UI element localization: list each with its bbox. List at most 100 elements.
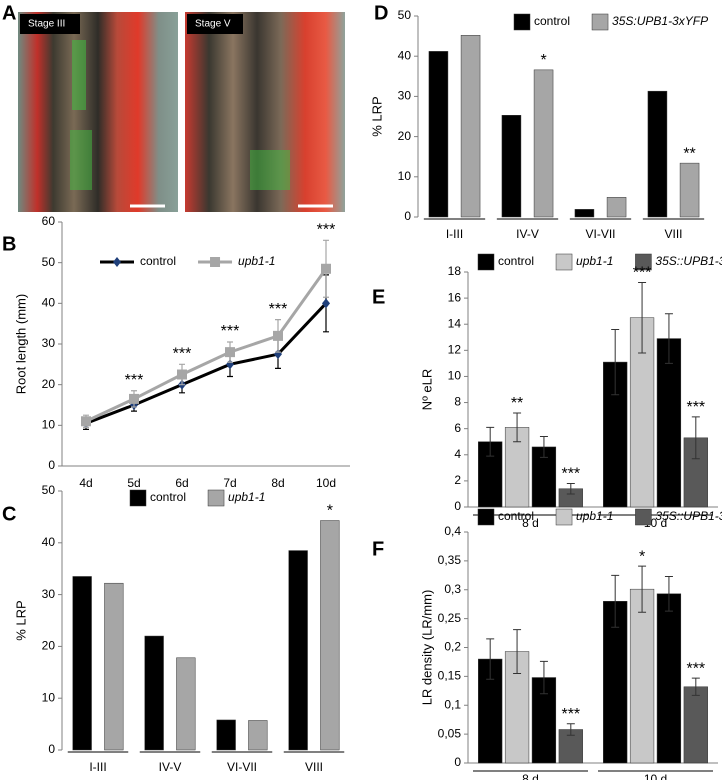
image-label: Stage V (195, 19, 231, 30)
x-tick-label: 8d (271, 476, 284, 490)
y-tick-label: 50 (42, 483, 56, 497)
legend-marker (210, 257, 221, 267)
x-tick-label: I-III (446, 227, 463, 241)
legend-swatch (635, 253, 652, 271)
error-bar (664, 313, 673, 364)
y-axis-label: LR density (LR/mm) (419, 590, 434, 706)
y-tick-label: 50 (42, 255, 56, 269)
bar (647, 90, 668, 218)
y-tick-label: 0 (48, 458, 55, 472)
y-tick-label: 12 (448, 343, 462, 357)
marker (177, 369, 187, 380)
y-tick-label: 2 (454, 473, 461, 487)
bar (176, 657, 196, 751)
legend-swatch (207, 489, 225, 507)
y-tick-label: 30 (42, 587, 56, 601)
error-bar (611, 328, 620, 396)
y-tick-label: 30 (398, 89, 412, 103)
x-tick-label: IV-V (516, 227, 539, 241)
gfp-signal (250, 150, 290, 190)
error-bar (513, 629, 522, 674)
legend-swatch (555, 253, 573, 271)
y-tick-label: 0,05 (438, 726, 462, 740)
error-bar (539, 436, 548, 458)
y-tick-label: 30 (42, 336, 56, 350)
y-tick-label: 60 (42, 214, 56, 228)
y-tick-label: 6 (454, 421, 461, 435)
legend-label: control (498, 254, 534, 268)
panel-letter: E (372, 286, 385, 308)
legend-label: control (140, 254, 176, 268)
x-tick-label: 10d (316, 476, 336, 490)
y-tick-label: 0 (454, 499, 461, 513)
legend-swatch (477, 253, 495, 271)
marker (321, 263, 331, 274)
marker (81, 416, 91, 427)
gfp-signal (70, 130, 92, 190)
panel-letter: D (374, 2, 388, 24)
y-tick-label: 20 (42, 377, 56, 391)
y-tick-label: 10 (448, 369, 462, 383)
panel-a: A Stage III Stage V (2, 2, 345, 212)
legend-swatch (513, 13, 531, 31)
legend-label: 35S::UPB1-3xYFP (655, 509, 722, 523)
significance: *** (317, 222, 336, 239)
y-tick-label: 50 (398, 8, 412, 22)
y-axis-label: Nº eLR (419, 369, 434, 411)
legend-label: upb1-1 (228, 490, 265, 504)
bar (320, 520, 340, 751)
y-axis-label: % LRP (369, 96, 384, 136)
significance: *** (561, 706, 580, 723)
legend-swatch (477, 508, 495, 526)
legend-label: upb1-1 (238, 254, 275, 268)
y-tick-label: 14 (448, 316, 462, 330)
bar (533, 69, 554, 218)
legend-swatch (555, 508, 573, 526)
image-label: Stage III (28, 19, 65, 30)
error-bar (566, 483, 575, 495)
legend-label: control (534, 14, 570, 28)
bar (501, 115, 522, 218)
x-tick-label: VIII (664, 227, 682, 241)
significance: * (639, 548, 645, 565)
y-tick-label: 0 (404, 209, 411, 223)
y-tick-label: 20 (398, 129, 412, 143)
micrograph (18, 12, 178, 212)
error-bar (566, 723, 575, 736)
error-bar (486, 638, 495, 680)
y-tick-label: 20 (42, 639, 56, 653)
y-axis-label: % LRP (13, 600, 28, 640)
bar (574, 209, 595, 218)
y-tick-label: 0,4 (444, 524, 461, 538)
bar (629, 588, 655, 764)
y-tick-label: 40 (398, 48, 412, 62)
x-tick-label: 5d (127, 476, 140, 490)
x-tick-label: 8 d (522, 516, 539, 530)
y-tick-label: 0 (48, 742, 55, 756)
significance: ** (683, 145, 695, 162)
error-bar (638, 565, 647, 613)
bar (606, 197, 627, 218)
legend-label: 35S:UPB1-3xYFP (612, 14, 708, 28)
bar (656, 593, 682, 764)
error-bar (611, 574, 620, 628)
label-box (187, 14, 243, 34)
bar (104, 582, 124, 751)
y-tick-label: 0,2 (444, 640, 461, 654)
significance: ** (511, 395, 523, 412)
marker (129, 393, 139, 404)
significance: *** (686, 660, 705, 677)
y-tick-label: 0,25 (438, 611, 462, 625)
legend-label: upb1-1 (576, 254, 613, 268)
significance: *** (633, 265, 652, 282)
error-bar (513, 412, 522, 443)
x-tick-label: VI-VII (227, 760, 257, 774)
error-bar (691, 677, 700, 696)
panel-letter: A (2, 2, 16, 24)
significance: *** (173, 346, 192, 363)
y-tick-label: 0,35 (438, 553, 462, 567)
y-tick-label: 18 (448, 264, 462, 278)
x-tick-label: 10 d (644, 772, 667, 780)
y-tick-label: 16 (448, 290, 462, 304)
x-tick-label: 8 d (522, 772, 539, 780)
